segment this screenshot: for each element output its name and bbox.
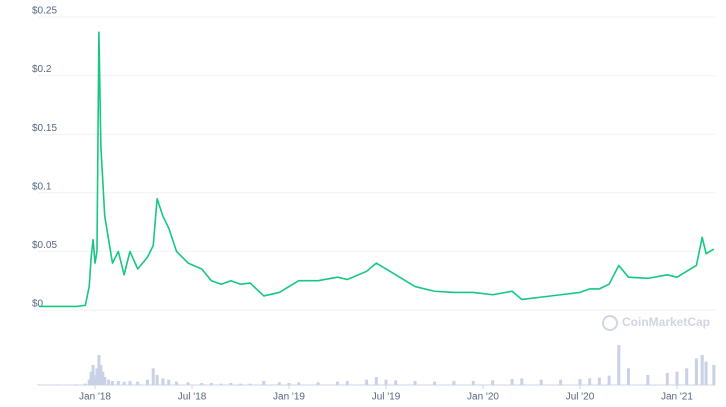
volume-bar (91, 365, 95, 385)
volume-bar (101, 371, 105, 385)
volume-bar (433, 381, 437, 385)
volume-bar (107, 379, 111, 385)
volume-bar (122, 381, 126, 385)
x-tick-label: Jan '19 (273, 392, 305, 403)
volume-bar (539, 379, 543, 385)
volume-bar (128, 381, 132, 385)
volume-bar (559, 379, 563, 385)
volume-bar (685, 368, 689, 385)
y-tick-label: $0.2 (32, 64, 52, 75)
volume-bar (675, 371, 679, 385)
volume-bar (316, 382, 320, 385)
volume-bar (700, 355, 704, 385)
watermark-logo (602, 315, 618, 331)
x-tick-label: Jan '18 (79, 392, 111, 403)
volume-bar (704, 361, 708, 385)
watermark: CoinMarketCap (622, 315, 710, 329)
x-tick-label: Jan '20 (467, 392, 499, 403)
volume-bar (99, 365, 103, 385)
volume-bar (345, 381, 349, 385)
volume-bar (136, 381, 140, 385)
volume-bar (578, 379, 582, 385)
volume-bar (491, 380, 495, 385)
volume-bar (510, 379, 514, 385)
volume-bar (93, 375, 97, 385)
volume-bar (297, 382, 301, 385)
volume-bar (97, 355, 101, 385)
y-tick-label: $0.15 (32, 123, 57, 134)
volume-bar (103, 377, 107, 385)
volume-bar (175, 381, 179, 385)
volume-bar (452, 381, 456, 385)
volume-bar (607, 375, 611, 385)
volume-bar (665, 373, 669, 385)
volume-bar (374, 377, 378, 385)
volume-bar (413, 381, 417, 385)
volume-bar (287, 383, 291, 385)
volume-bar (229, 383, 233, 385)
y-tick-label: $0.05 (32, 240, 57, 251)
x-tick-label: Jul '18 (178, 392, 207, 403)
volume-bar (384, 379, 388, 385)
volume-bar (712, 365, 716, 385)
volume-bar (588, 378, 592, 385)
volume-bar (219, 383, 223, 385)
volume-bar (87, 379, 91, 385)
volume-bar (161, 378, 165, 385)
volume-bar (155, 375, 159, 385)
volume-bar (116, 381, 120, 385)
volume-bar (167, 379, 171, 385)
volume-bar (74, 384, 78, 385)
volume-bar (394, 380, 398, 385)
volume-bar (209, 383, 213, 385)
volume-bar (151, 368, 155, 385)
x-tick-label: Jul '20 (566, 392, 595, 403)
volume-bar (617, 345, 621, 385)
volume-bar (200, 383, 204, 385)
volume-bar (597, 377, 601, 385)
y-tick-label: $0.1 (32, 181, 52, 192)
y-tick-label: $0 (32, 299, 44, 310)
volume-bar (186, 382, 190, 385)
x-tick-label: Jul '19 (372, 392, 401, 403)
x-tick-label: Jan '21 (661, 392, 693, 403)
volume-bar (694, 358, 698, 385)
volume-bar (239, 383, 243, 385)
volume-bar (646, 375, 650, 385)
volume-bar (110, 381, 114, 385)
volume-bar (277, 382, 281, 385)
price-line (38, 31, 715, 308)
volume-bar (248, 383, 252, 385)
volume-bar (262, 381, 266, 385)
volume-bar (520, 378, 524, 385)
volume-bar (83, 383, 87, 385)
y-tick-label: $0.25 (32, 6, 57, 17)
volume-bar (37, 384, 41, 385)
volume-bar (626, 368, 630, 385)
volume-bar (95, 368, 99, 385)
volume-bar (336, 381, 340, 385)
volume-bar (145, 379, 149, 385)
volume-bar (89, 371, 93, 385)
volume-bar (54, 384, 58, 385)
volume-bar (365, 379, 369, 385)
volume-bar (471, 381, 475, 385)
